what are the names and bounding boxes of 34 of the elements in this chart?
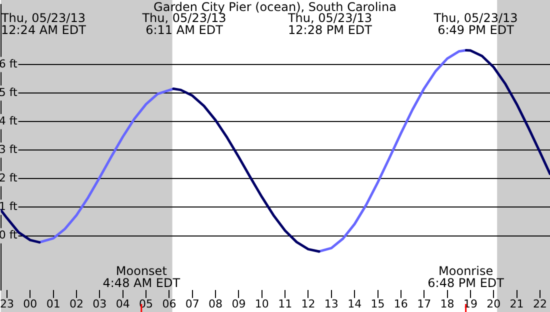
x-tick-label: 03	[92, 297, 107, 310]
x-tick-label: 05	[139, 297, 154, 310]
x-tick-label: 12	[301, 297, 316, 310]
x-tick-label: 00	[23, 297, 38, 310]
ref-line-label: Moonset 4:48 AM EDT	[102, 264, 181, 290]
x-tick-label: 17	[417, 297, 432, 310]
annotation: Thu, 05/23/13 6:49 PM EDT	[432, 11, 518, 37]
x-tick-label: 09	[232, 297, 246, 310]
ref-line-label: Moonrise 6:48 PM EDT	[428, 264, 505, 290]
y-tick-label: 5 ft	[0, 86, 18, 99]
y-tick-label: 6 ft	[0, 57, 18, 70]
x-tick-label: 20	[486, 297, 501, 310]
x-tick-label: 02	[70, 297, 84, 310]
x-tick-label: 18	[440, 297, 454, 310]
x-tick-label: 19	[463, 297, 478, 310]
x-tick-label: 11	[278, 297, 292, 310]
y-tick-label: 2 ft	[0, 172, 18, 185]
x-tick-label: 08	[208, 297, 223, 310]
x-tick-label: 14	[348, 297, 362, 310]
annotation: Thu, 05/23/13 12:28 PM EDT	[286, 11, 373, 37]
x-tick-label: 07	[185, 297, 200, 310]
x-tick-label: 21	[510, 297, 524, 310]
x-tick-label: 22	[532, 297, 547, 310]
x-tick-label: 10	[254, 297, 269, 310]
x-tick-label: 13	[324, 297, 338, 310]
x-tick-label: 16	[394, 297, 408, 310]
x-tick-label: 15	[370, 297, 385, 310]
y-tick-label: 3 ft	[0, 143, 18, 156]
annotation: Thu, 05/23/13 12:24 AM EDT	[0, 11, 87, 37]
chart-title: Garden City Pier (ocean), South Carolina	[154, 0, 396, 14]
x-tick-label: 23	[0, 297, 14, 310]
x-tick-label: 01	[46, 297, 60, 310]
x-tick-label: 06	[162, 297, 176, 310]
x-tick-label: 04	[116, 297, 130, 310]
